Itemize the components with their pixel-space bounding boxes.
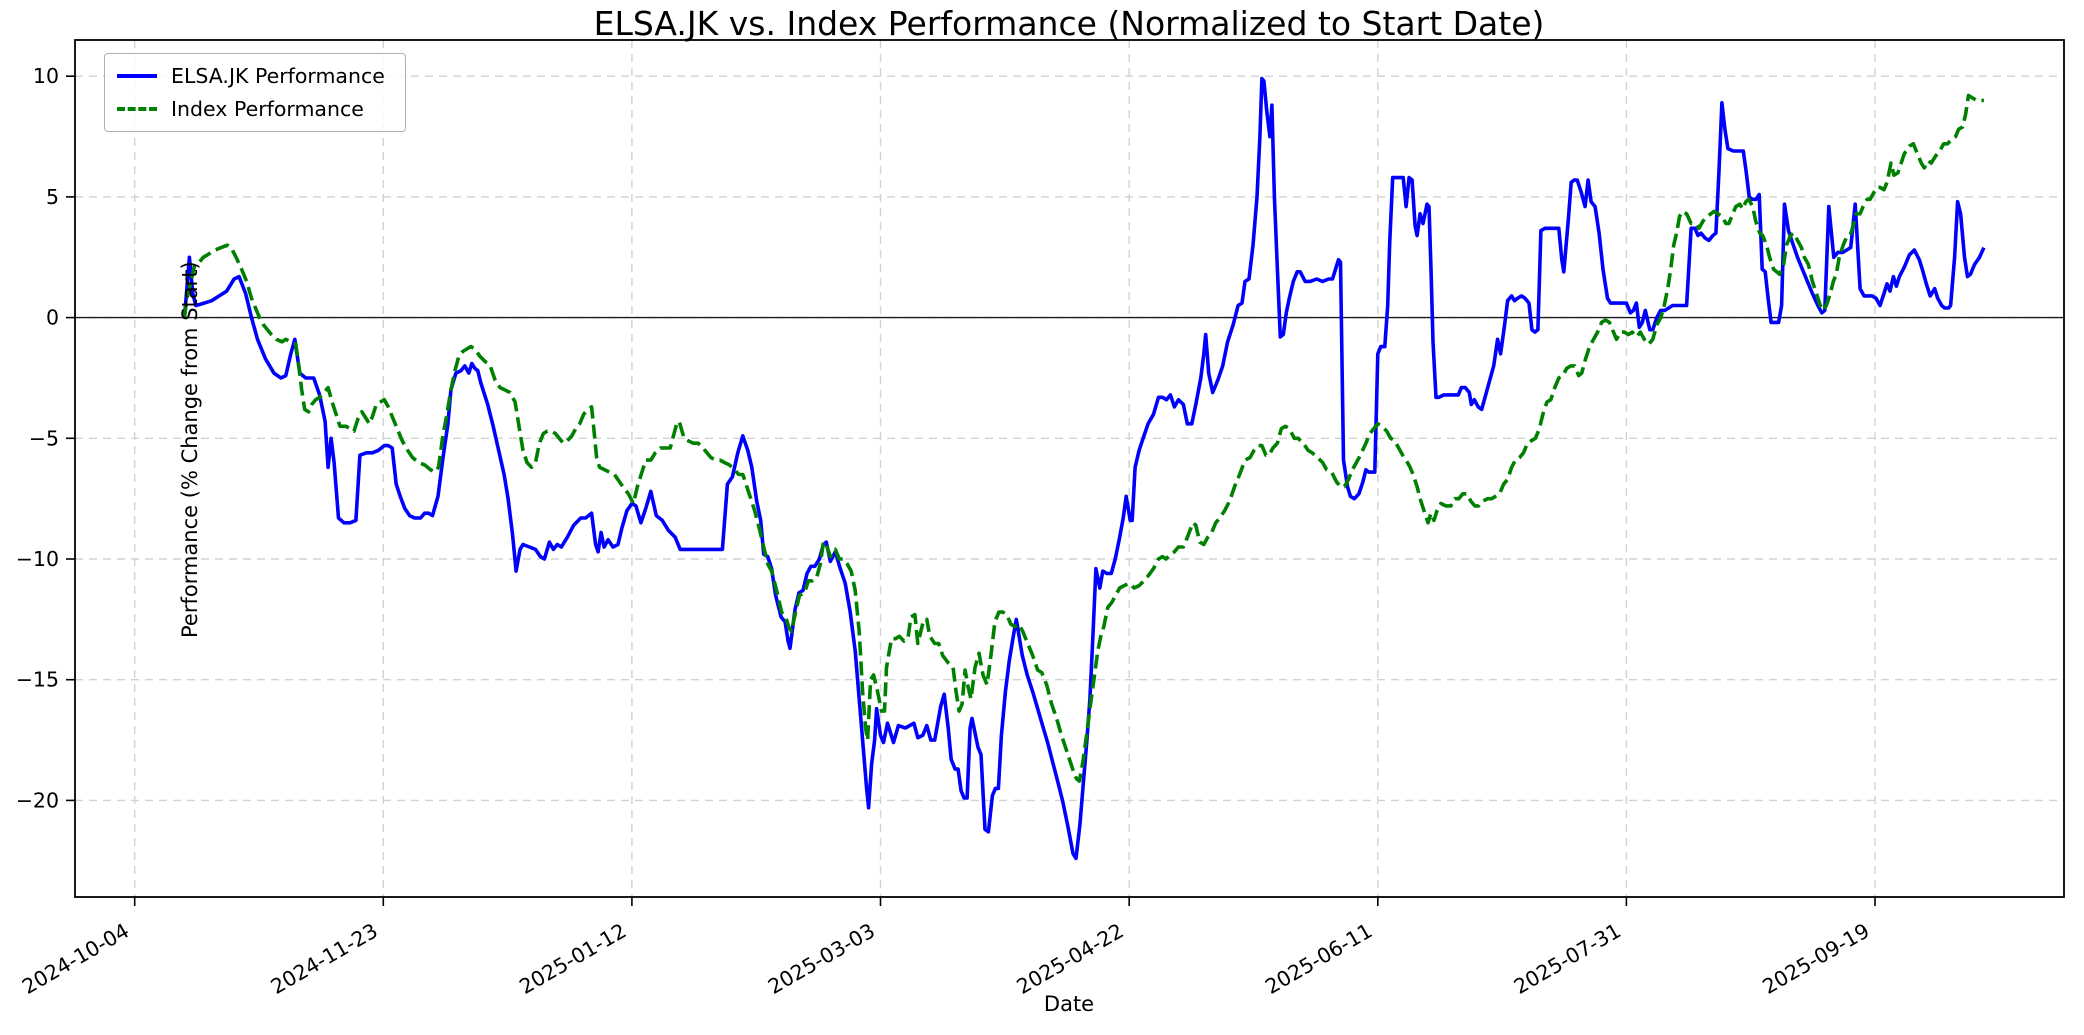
x-tick-label: 2025-06-11 <box>1261 919 1376 999</box>
legend-label-elsa: ELSA.JK Performance <box>171 64 385 88</box>
x-axis-tick-labels: 2024-10-04 2024-11-23 2025-01-12 2025-03-03… <box>18 919 1873 999</box>
y-tick-label: 10 <box>33 64 59 88</box>
series-line-0 <box>182 76 1986 861</box>
legend-item-index: Index Performance <box>117 97 393 121</box>
tick-marks <box>66 75 1876 906</box>
legend-label-index: Index Performance <box>171 97 364 121</box>
y-tick-label: −10 <box>16 547 59 571</box>
legend-item-elsa: ELSA.JK Performance <box>117 64 393 88</box>
x-tick-label: 2025-07-31 <box>1510 919 1625 999</box>
x-tick-label: 2025-01-12 <box>515 919 630 999</box>
x-tick-label: 2024-11-23 <box>267 919 382 999</box>
index-line-sample-icon <box>117 107 157 111</box>
chart-title: ELSA.JK vs. Index Performance (Normalize… <box>593 4 1545 43</box>
plot-border <box>74 39 2065 898</box>
elsa-line-sample-icon <box>117 74 157 78</box>
x-tick-label: 2025-09-19 <box>1758 919 1873 999</box>
series-line-1 <box>182 93 1984 783</box>
grid-lines <box>75 40 2064 897</box>
y-tick-label: −15 <box>16 668 59 692</box>
y-axis-label: Performance (% Change from Start) <box>178 261 202 638</box>
x-axis-label: Date <box>1043 992 1095 1016</box>
x-tick-label: 2025-04-22 <box>1013 919 1128 999</box>
y-tick-label: −5 <box>29 426 59 450</box>
x-tick-label: 2024-10-04 <box>18 919 133 999</box>
y-axis-tick-labels: −20 −15 −10 −5 0 5 10 <box>16 64 59 812</box>
x-tick-label: 2025-03-03 <box>764 919 879 999</box>
y-tick-label: 0 <box>46 306 59 330</box>
y-tick-label: 5 <box>46 185 59 209</box>
legend: ELSA.JK Performance Index Performance <box>104 53 406 132</box>
y-tick-label: −20 <box>16 788 59 812</box>
